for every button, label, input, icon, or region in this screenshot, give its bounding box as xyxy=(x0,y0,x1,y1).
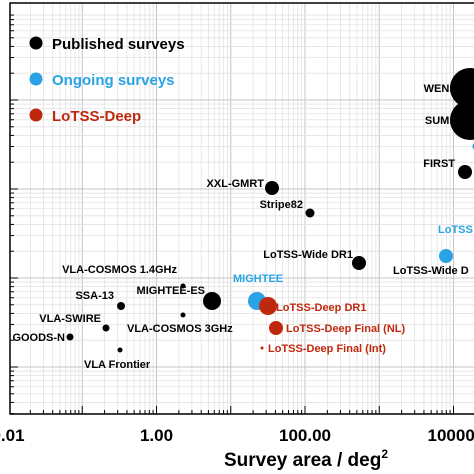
label-lotss-deep-dr1: LoTSS-Deep DR1 xyxy=(276,302,366,314)
legend-marker-lotss xyxy=(29,108,43,122)
label-wenss: WENSS xyxy=(424,83,464,95)
data-points xyxy=(66,68,474,353)
x-tick-label: 0.01 xyxy=(0,426,25,445)
x-tick-label: 1.00 xyxy=(140,426,173,445)
x-tick-labels: 0.01 1.00 100.00 10000. xyxy=(0,426,474,445)
point-lotss-deep-dr1 xyxy=(259,297,277,315)
legend-marker-published xyxy=(29,36,43,50)
point-lotss xyxy=(439,249,453,263)
label-gleam-x: GLEAM-X xyxy=(472,141,474,153)
point-xxl-gmrt xyxy=(265,181,279,195)
legend-marker-ongoing xyxy=(29,72,43,86)
label-mightee-es: MIGHTEE-ES xyxy=(137,285,205,297)
label-lotss-wide-d: LoTSS-Wide D xyxy=(393,265,469,277)
point-first xyxy=(458,165,472,179)
legend-label-ongoing: Ongoing surveys xyxy=(52,72,175,89)
point-wenss xyxy=(450,68,474,108)
label-xxl-gmrt: XXL-GMRT xyxy=(207,178,265,190)
label-vla-frontier: VLA Frontier xyxy=(84,359,151,371)
label-vla-swire: VLA-SWIRE xyxy=(39,313,101,325)
label-stripe82: Stripe82 xyxy=(260,199,303,211)
label-mightee: MIGHTEE xyxy=(233,273,283,285)
label-vla-cosmos-1-4ghz: VLA-COSMOS 1.4GHz xyxy=(62,264,177,276)
point-lotss-deep-final-int xyxy=(260,346,264,350)
point-goods-n xyxy=(66,333,74,341)
point-vla-cosmos-3ghz xyxy=(180,312,186,318)
label-first: FIRST xyxy=(423,158,455,170)
label-lotss: LoTSS xyxy=(438,224,473,236)
point-ssa-13 xyxy=(117,302,125,310)
plot-frame xyxy=(9,2,474,415)
label-lotss-deep-final-nl: LoTSS-Deep Final (NL) xyxy=(286,323,406,335)
x-tick-label: 100.00 xyxy=(279,426,331,445)
point-sumss xyxy=(450,100,474,140)
point-vla-frontier xyxy=(117,347,123,353)
legend: Published surveys Ongoing surveys LoTSS-De… xyxy=(29,36,185,125)
label-vla-cosmos-3ghz: VLA-COSMOS 3GHz xyxy=(127,323,233,335)
point-mightee-es xyxy=(203,292,221,310)
point-vla-cosmos-1-4ghz xyxy=(180,283,186,289)
x-tick-label: 10000. xyxy=(428,426,474,445)
point-vla-swire xyxy=(102,324,110,332)
point-lotss-deep-final-nl xyxy=(269,321,283,335)
label-lotss-deep-final-int: LoTSS-Deep Final (Int) xyxy=(268,343,386,355)
label-lotss-wide-dr1: LoTSS-Wide DR1 xyxy=(263,249,353,261)
point-lotss-wide-dr1 xyxy=(352,256,366,270)
x-axis-title: Survey area / deg2 xyxy=(224,447,388,471)
legend-label-lotss: LoTSS-Deep xyxy=(52,108,141,125)
point-stripe82 xyxy=(305,208,315,218)
point-labels: WENSS SUMSS GLEAM-X FIRST XXL-GMRT Stripe82 Lo… xyxy=(12,83,474,371)
label-ssa-13: SSA-13 xyxy=(75,290,114,302)
grid-lines xyxy=(10,3,474,414)
label-goods-n: GOODS-N xyxy=(12,332,65,344)
label-sumss: SUMSS xyxy=(425,115,464,127)
legend-label-published: Published surveys xyxy=(52,36,185,53)
